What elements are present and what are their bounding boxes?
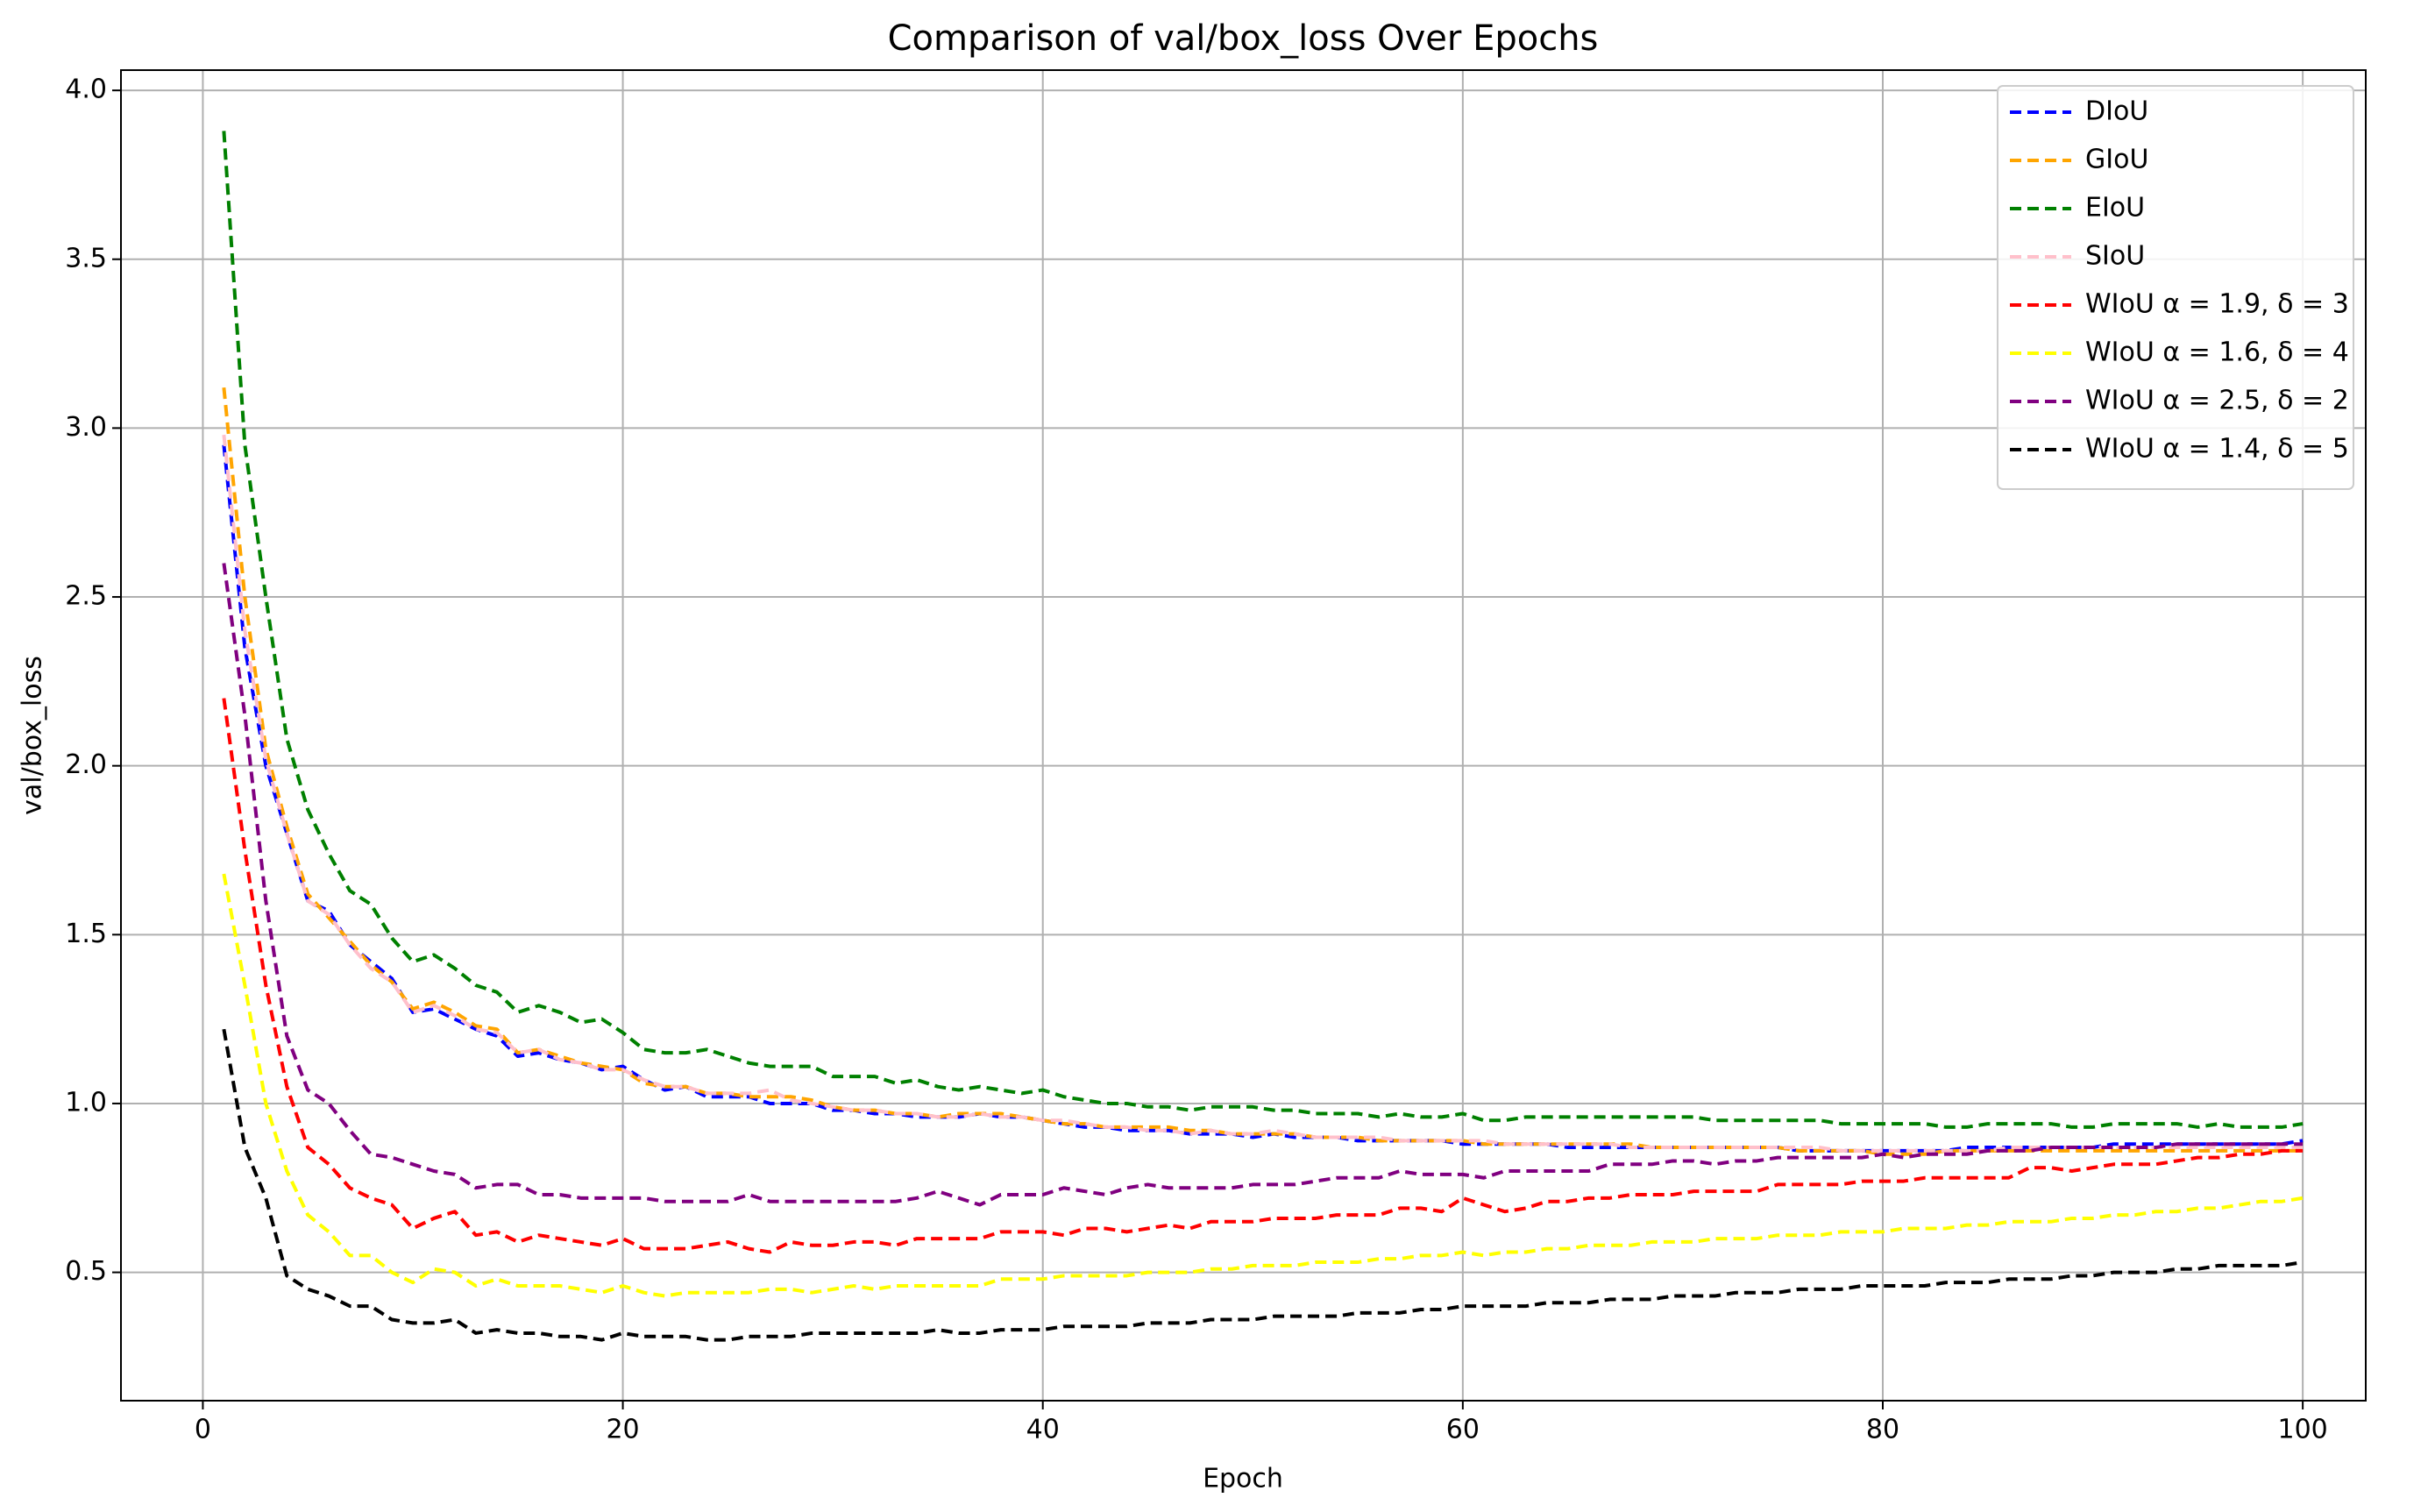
y-tick-label: 1.5 [65,919,107,949]
y-tick-label: 1.0 [65,1087,107,1118]
legend-label: DIoU [2085,96,2148,127]
chart-title: Comparison of val/box_loss Over Epochs [888,18,1599,59]
legend-label: SIoU [2085,241,2145,272]
series-line [222,873,2304,1298]
y-tick-label: 2.0 [65,749,107,780]
y-tick-label: 3.5 [65,243,107,273]
legend-label: GIoU [2085,145,2148,175]
legend-box [1997,85,2354,490]
x-tick-label: 60 [1446,1415,1480,1445]
y-tick-label: 4.0 [65,75,107,105]
x-tick-label: 0 [195,1415,211,1445]
series-line [222,563,2304,1207]
series-line [222,434,2304,1153]
y-tick-label: 0.5 [65,1256,107,1287]
series-line [222,131,2304,1129]
series-line [222,698,2304,1254]
x-tick-label: 80 [1866,1415,1899,1445]
legend-label: WIoU α = 1.6, δ = 4 [2085,337,2349,368]
series-line [222,1028,2304,1342]
y-tick-label: 2.5 [65,581,107,612]
x-axis-label: Epoch [1203,1464,1283,1494]
y-tick-label: 3.0 [65,412,107,443]
x-tick-label: 40 [1026,1415,1060,1445]
legend-label: WIoU α = 2.5, δ = 2 [2085,386,2349,416]
legend-label: WIoU α = 1.9, δ = 3 [2085,289,2349,320]
plot-frame [120,69,2367,1402]
x-tick-label: 20 [606,1415,639,1445]
y-axis-label: val/box_loss [18,656,48,815]
x-tick-label: 100 [2277,1415,2327,1445]
legend-label: EIoU [2085,193,2145,224]
legend-label: WIoU α = 1.4, δ = 5 [2085,434,2349,465]
